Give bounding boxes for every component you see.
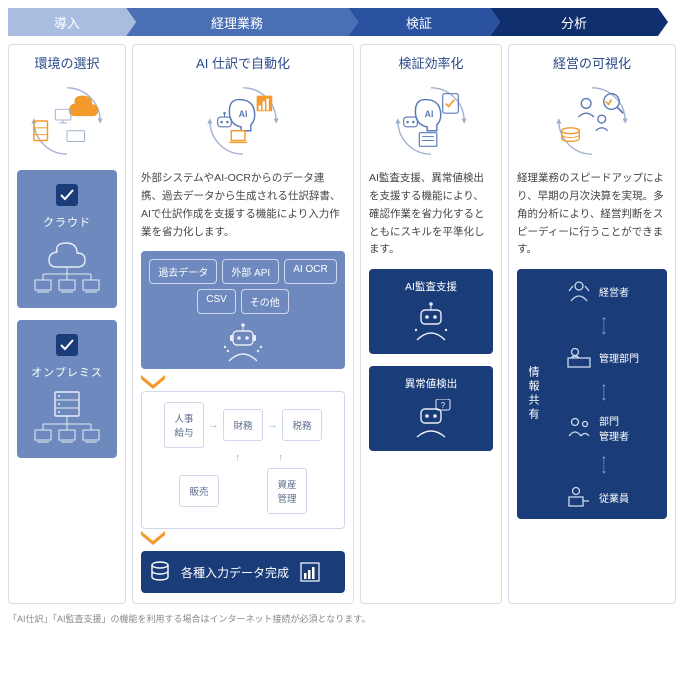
check-icon [56, 184, 78, 206]
col-desc: AI監査支援、異常値検出を支援する機能により、確認作業を省力化するとともにスキル… [369, 170, 493, 259]
bot-icon [221, 323, 265, 363]
database-icon [149, 561, 171, 583]
data-complete-bar: 各種入力データ完成 [141, 551, 345, 593]
col-accounting: AI 仕訳で自動化 AI 外部システムやAI-OCRからのデータ連携、過去データ… [132, 44, 354, 604]
check-icon [56, 334, 78, 356]
report-icon [299, 561, 321, 583]
updown-arrow-icon: ↑↓ [601, 455, 608, 472]
stage-accounting: 経理業務 [126, 8, 348, 36]
server-net-icon [27, 390, 107, 446]
updown-arrow-icon: ↑↓ [601, 383, 608, 400]
source-pill: その他 [241, 289, 289, 314]
updown-arrow-icon: ↑↓ [601, 316, 608, 333]
flow-tax: 税務 [282, 409, 322, 441]
role-icon [565, 485, 593, 509]
role-row: 経営者 [547, 279, 661, 303]
share-vlabel: 情報共有 [523, 279, 543, 509]
ring-icon-env [28, 82, 106, 160]
stage-intro: 導入 [8, 8, 126, 36]
bot-anomaly-icon: ? [408, 399, 454, 439]
role-row: 部門 管理者 [547, 413, 661, 443]
flow-hr: 人事 給与 [164, 402, 204, 448]
col-title: AI 仕訳で自動化 [141, 53, 345, 72]
flow-diagram: 人事 給与 → 財務 → 税務 → → 販売 資産 管理 [141, 391, 345, 529]
col-verify: 検証効率化 AI AI監査支援、異常値検出を支援する機能により、確認作業を省力化… [360, 44, 502, 604]
ring-icon-ai: AI [204, 82, 282, 160]
cloud-net-icon [27, 240, 107, 296]
role-row: 従業員 [547, 485, 661, 509]
card-label: 異常値検出 [375, 376, 487, 391]
bar-label: 各種入力データ完成 [181, 564, 289, 581]
down-arrow-icon [141, 531, 345, 545]
role-label: 部門 管理者 [599, 413, 643, 443]
share-block: 情報共有 経営者 ↑↓ 管理部門 ↑↓ 部門 管理者 ↑↓ 従業員 [517, 269, 667, 519]
role-icon [565, 279, 593, 303]
col-title: 経営の可視化 [517, 53, 667, 72]
stage-verify: 検証 [348, 8, 490, 36]
role-label: 従業員 [599, 490, 643, 505]
stage-header: 導入 経理業務 検証 分析 [8, 8, 692, 36]
option-onprem: オンプレミス [17, 320, 117, 458]
card-label: AI監査支援 [375, 279, 487, 294]
arrow-right-icon: → [267, 419, 278, 431]
arrow-up-icon: → [231, 453, 243, 464]
flow-assets: 資産 管理 [267, 468, 307, 514]
arrow-right-icon: → [208, 419, 219, 431]
role-icon [565, 346, 593, 370]
columns: 環境の選択 クラウド [8, 44, 692, 604]
down-arrow-icon [141, 375, 345, 389]
svg-text:?: ? [441, 401, 446, 410]
col-environment: 環境の選択 クラウド [8, 44, 126, 604]
stage-label: 経理業務 [211, 13, 263, 32]
stage-label: 検証 [406, 13, 432, 32]
card-audit: AI監査支援 [369, 269, 493, 354]
stage-label: 分析 [561, 13, 587, 32]
source-pill: 過去データ [149, 259, 217, 284]
source-pill: 外部 API [222, 259, 279, 284]
card-anomaly: 異常値検出 ? [369, 366, 493, 451]
col-title: 環境の選択 [17, 53, 117, 72]
col-analyze: 経営の可視化 経理業務のスピードアップにより、早期の月次決算を実現。多角的分析に… [508, 44, 676, 604]
stage-analyze: 分析 [490, 8, 658, 36]
role-label: 経営者 [599, 284, 643, 299]
sources-block: 過去データ外部 APIAI OCR CSVその他 [141, 251, 345, 369]
svg-text:AI: AI [425, 109, 434, 119]
svg-text:AI: AI [239, 109, 248, 119]
stage-label: 導入 [54, 13, 80, 32]
arrow-up-icon: → [274, 453, 286, 464]
option-label: クラウド [23, 214, 111, 230]
flow-finance: 財務 [223, 409, 263, 441]
ring-icon-analyze [553, 82, 631, 160]
role-label: 管理部門 [599, 350, 643, 365]
footnote: 「AI仕訳」「AI監査支援」の機能を利用する場合はインターネット接続が必須となり… [8, 612, 692, 625]
role-icon [565, 416, 593, 440]
source-pill: AI OCR [284, 259, 336, 284]
source-pill: CSV [197, 289, 236, 314]
option-cloud: クラウド [17, 170, 117, 308]
col-desc: 外部システムやAI-OCRからのデータ連携、過去データから生成される仕訳辞書、A… [141, 170, 345, 241]
option-label: オンプレミス [23, 364, 111, 380]
col-desc: 経理業務のスピードアップにより、早期の月次決算を実現。多角的分析により、経営判断… [517, 170, 667, 259]
bot-audit-icon [408, 302, 454, 342]
ring-icon-verify: AI [392, 82, 470, 160]
col-title: 検証効率化 [369, 53, 493, 72]
flow-sales: 販売 [179, 475, 219, 507]
role-row: 管理部門 [547, 346, 661, 370]
